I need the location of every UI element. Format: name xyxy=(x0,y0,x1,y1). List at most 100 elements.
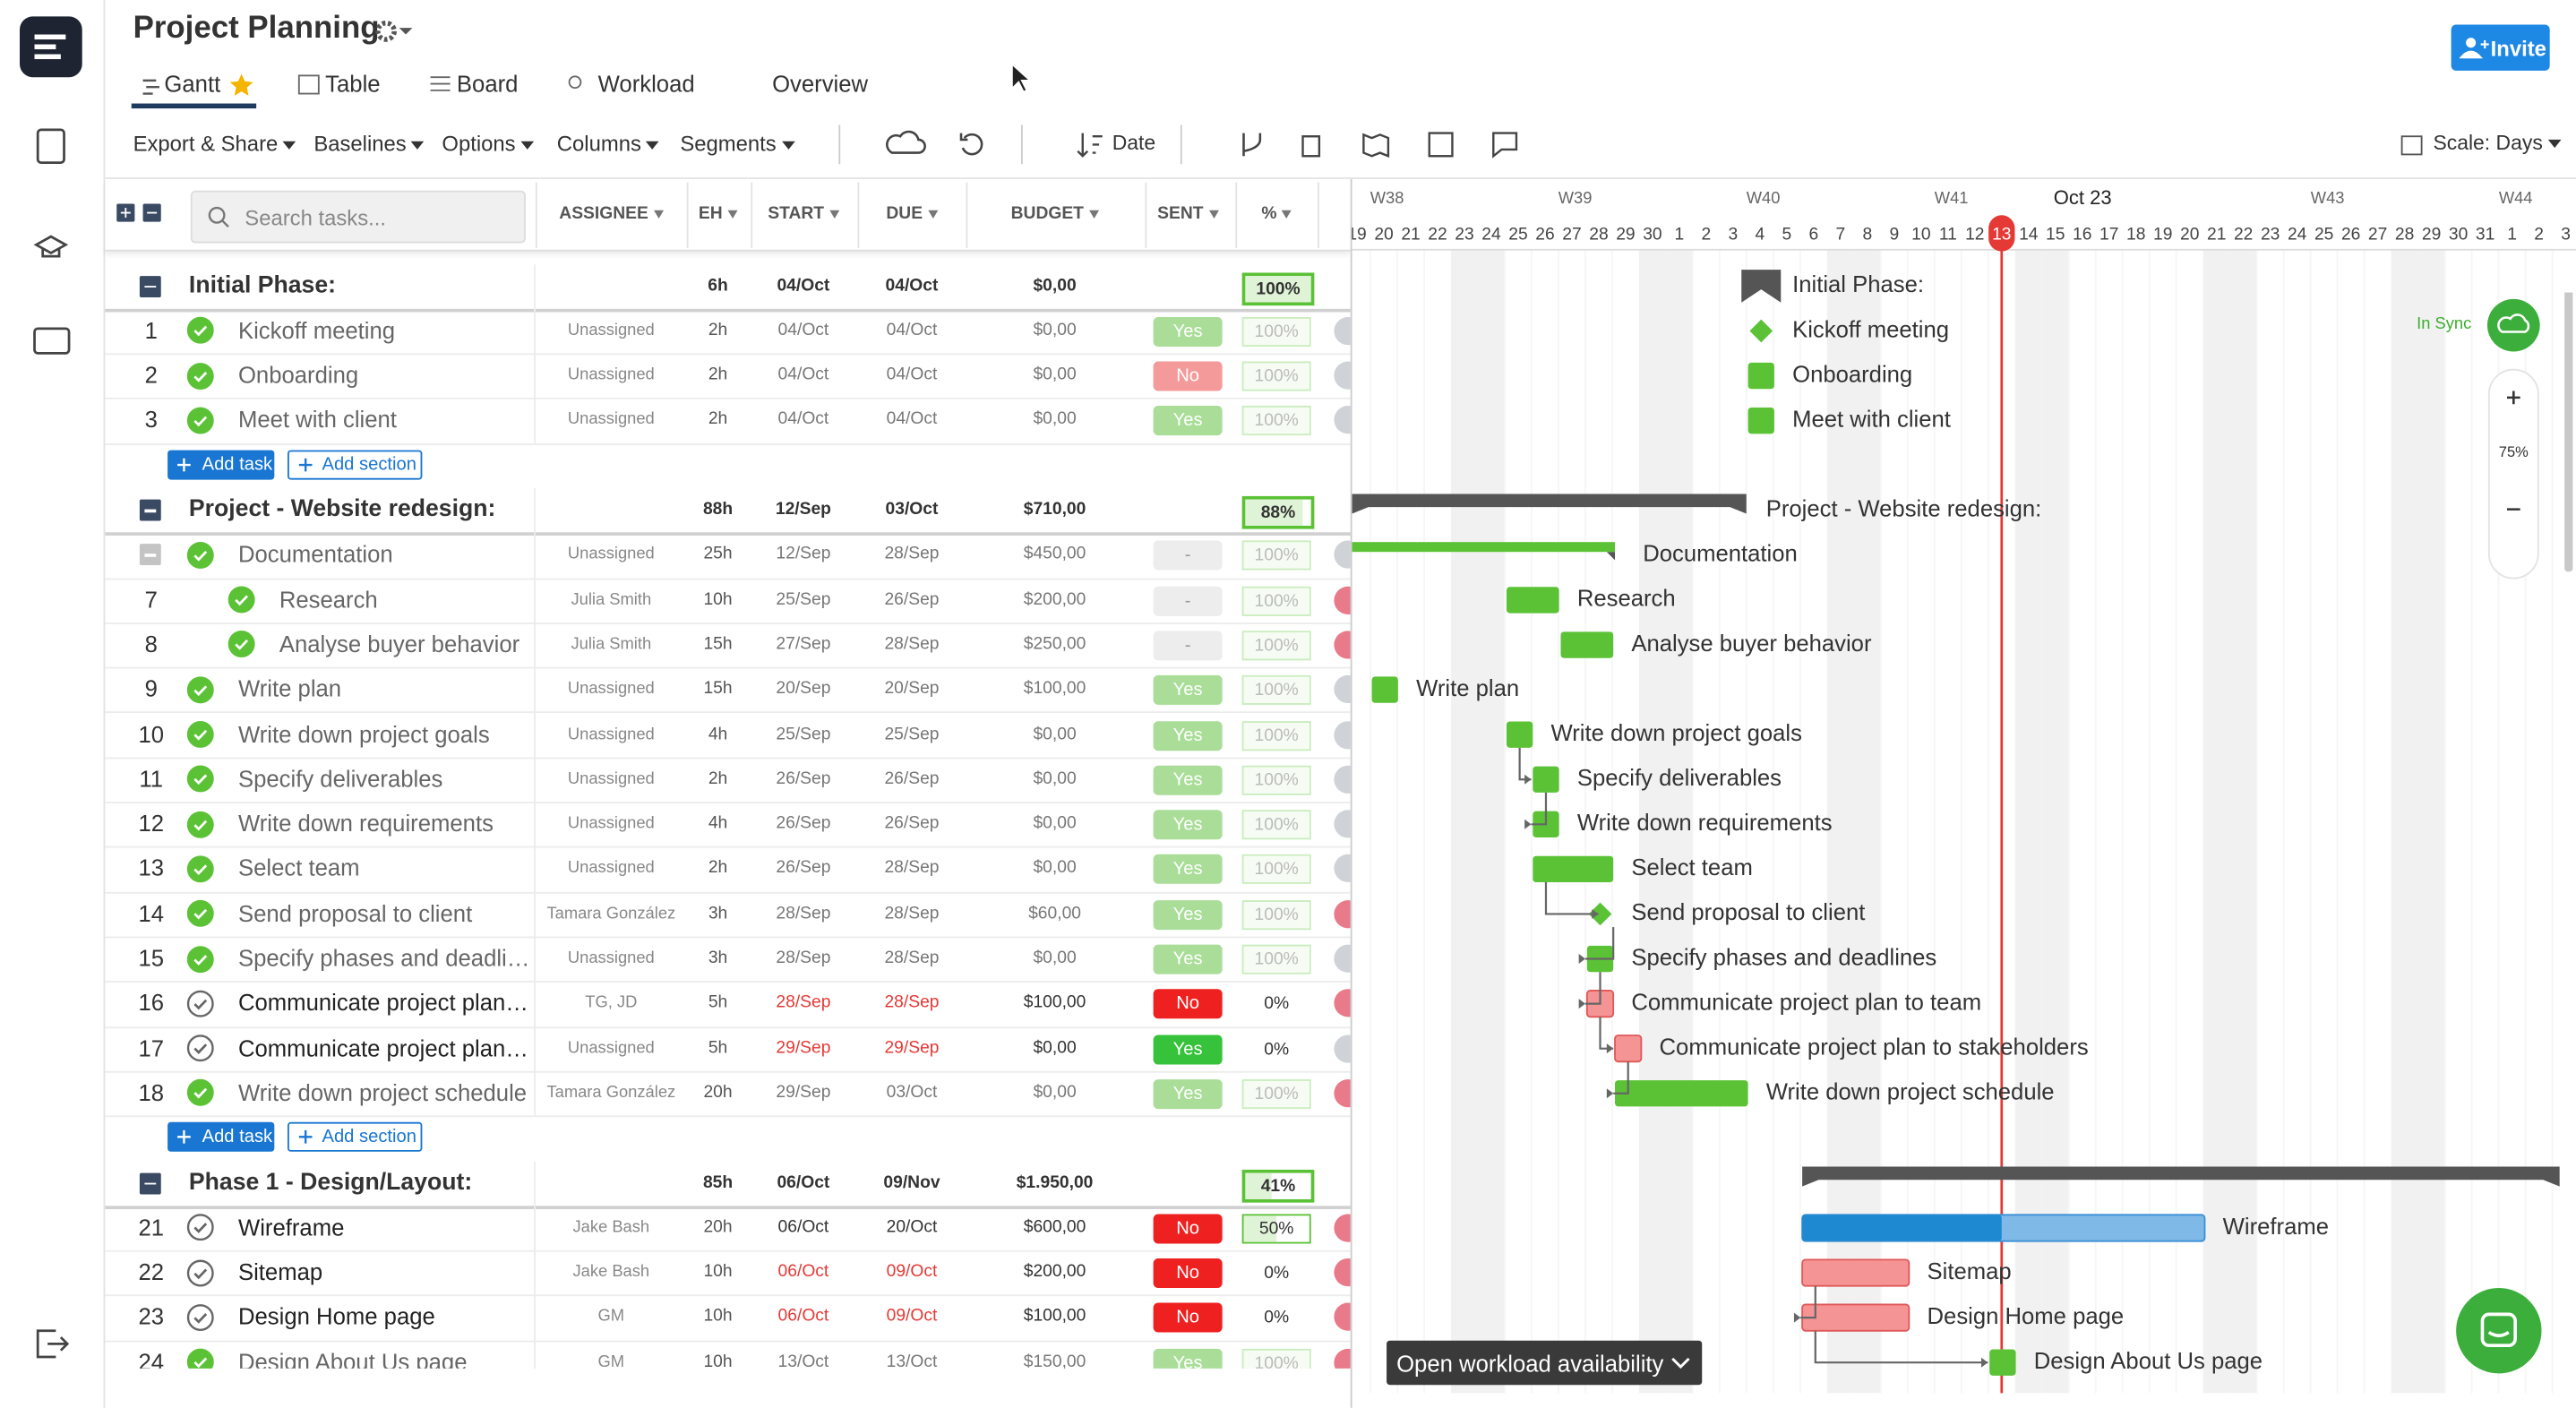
task-name[interactable]: Write plan xyxy=(237,675,342,702)
sent-status[interactable]: Yes xyxy=(1153,765,1223,795)
favorite-star[interactable] xyxy=(229,73,253,96)
zoom-in[interactable] xyxy=(2506,391,2520,405)
menu[interactable]: Segments xyxy=(680,132,794,157)
reports-icon[interactable] xyxy=(36,128,65,164)
sent-status[interactable]: Yes xyxy=(1153,1348,1223,1369)
task-name[interactable]: Analyse buyer behavior xyxy=(279,631,520,657)
scrollbar[interactable] xyxy=(2564,292,2573,572)
column-header[interactable]: DUE xyxy=(859,203,964,223)
sent-status[interactable]: - xyxy=(1153,540,1223,571)
map-icon[interactable] xyxy=(1362,133,1390,159)
sent-status[interactable]: Yes xyxy=(1153,854,1223,885)
expand-collapse[interactable] xyxy=(115,202,164,226)
status-icon[interactable] xyxy=(227,630,256,659)
status-icon[interactable] xyxy=(185,1258,215,1287)
sent-status[interactable]: No xyxy=(1153,989,1223,1019)
status-icon[interactable] xyxy=(185,1213,215,1242)
dependency-icon[interactable] xyxy=(1242,133,1262,157)
status-icon[interactable] xyxy=(185,764,215,794)
collapse-section[interactable] xyxy=(139,1172,161,1194)
status-icon[interactable] xyxy=(185,1347,215,1369)
notes-icon[interactable] xyxy=(1428,132,1454,158)
task-name[interactable]: Documentation xyxy=(237,540,393,568)
sent-status[interactable]: Yes xyxy=(1153,1034,1223,1064)
collapse-task[interactable] xyxy=(139,544,161,566)
sort-label[interactable]: Date xyxy=(1112,131,1156,155)
add-section-button[interactable]: Add section xyxy=(287,449,423,480)
column-header[interactable]: BUDGET xyxy=(967,203,1141,223)
task-name[interactable]: Wireframe xyxy=(237,1214,345,1241)
task-name[interactable]: Send proposal to client xyxy=(237,899,473,926)
sent-status[interactable]: - xyxy=(1153,631,1223,661)
status-icon[interactable] xyxy=(185,899,215,929)
menu[interactable]: Options xyxy=(442,132,533,157)
task-name[interactable]: Meet with client xyxy=(237,406,397,434)
add-section-button[interactable]: Add section xyxy=(287,1122,423,1153)
tab[interactable]: Board xyxy=(456,70,519,98)
sent-status[interactable]: No xyxy=(1153,361,1223,391)
column-header[interactable]: % xyxy=(1237,203,1316,223)
tab[interactable]: Workload xyxy=(597,70,695,98)
save-icon[interactable] xyxy=(886,130,926,154)
academy-icon[interactable] xyxy=(33,235,69,258)
collapse-section[interactable] xyxy=(139,499,161,521)
search-box[interactable]: Search tasks... xyxy=(190,190,526,244)
sent-status[interactable]: Yes xyxy=(1153,899,1223,930)
task-name[interactable]: Specify phases and deadlines xyxy=(237,944,531,972)
status-icon[interactable] xyxy=(227,585,256,614)
sent-status[interactable]: Yes xyxy=(1153,316,1223,347)
sync-button[interactable] xyxy=(2486,298,2540,352)
comment-icon[interactable] xyxy=(1492,132,1518,159)
chat-button[interactable] xyxy=(2454,1286,2543,1375)
sent-status[interactable]: Yes xyxy=(1153,810,1223,840)
task-name[interactable]: Kickoff meeting xyxy=(237,316,396,343)
status-icon[interactable] xyxy=(185,361,215,391)
status-icon[interactable] xyxy=(185,1078,215,1108)
task-name[interactable]: Design About Us page xyxy=(237,1348,468,1369)
task-name[interactable]: Onboarding xyxy=(237,361,359,389)
task-name[interactable]: Design Home page xyxy=(237,1303,435,1330)
task-name[interactable]: Research xyxy=(279,586,378,613)
column-header[interactable]: START xyxy=(751,203,855,223)
status-icon[interactable] xyxy=(185,1034,215,1063)
status-icon[interactable] xyxy=(185,854,215,884)
settings-icon[interactable] xyxy=(374,16,417,46)
sent-status[interactable]: Yes xyxy=(1153,1078,1223,1109)
tab[interactable]: Table xyxy=(325,70,381,98)
task-name[interactable]: Sitemap xyxy=(237,1258,323,1285)
column-header[interactable]: EH xyxy=(687,203,750,223)
sent-status[interactable]: Yes xyxy=(1153,944,1223,974)
status-icon[interactable] xyxy=(185,989,215,1018)
status-icon[interactable] xyxy=(185,719,215,749)
status-icon[interactable] xyxy=(185,316,215,346)
menu[interactable]: Columns xyxy=(557,132,659,157)
menu[interactable]: Baselines xyxy=(313,132,425,157)
task-name[interactable]: Write down requirements xyxy=(237,810,494,837)
add-task-button[interactable]: Add task xyxy=(167,449,275,480)
task-name[interactable]: Select team xyxy=(237,854,360,881)
sent-status[interactable]: Yes xyxy=(1153,406,1223,436)
status-icon[interactable] xyxy=(185,1302,215,1332)
status-icon[interactable] xyxy=(185,944,215,974)
copy-icon[interactable] xyxy=(1301,135,1321,158)
tab[interactable]: Overview xyxy=(772,70,869,98)
status-icon[interactable] xyxy=(185,674,215,704)
task-name[interactable]: Write down project goals xyxy=(237,720,490,747)
tab[interactable]: Gantt xyxy=(164,70,221,98)
collapse-section[interactable] xyxy=(139,275,161,297)
status-icon[interactable] xyxy=(185,540,215,570)
invite-button[interactable]: Invite xyxy=(2451,24,2550,71)
sent-status[interactable]: Yes xyxy=(1153,720,1223,751)
sent-status[interactable]: No xyxy=(1153,1303,1223,1334)
task-name[interactable]: Communicate project plan to stakeholders xyxy=(237,1034,531,1061)
workload-button[interactable]: Open workload availability xyxy=(1387,1340,1703,1386)
column-header[interactable]: ASSIGNEE xyxy=(537,203,685,223)
status-icon[interactable] xyxy=(185,406,215,435)
logout-icon[interactable] xyxy=(36,1329,70,1359)
contacts-icon[interactable] xyxy=(33,327,71,355)
task-name[interactable]: Write down project schedule xyxy=(237,1078,528,1106)
task-name[interactable]: Specify deliverables xyxy=(237,765,443,792)
sent-status[interactable]: - xyxy=(1153,586,1223,616)
add-task-button[interactable]: Add task xyxy=(167,1122,275,1153)
scale-menu[interactable]: Scale: Days xyxy=(2433,132,2561,155)
